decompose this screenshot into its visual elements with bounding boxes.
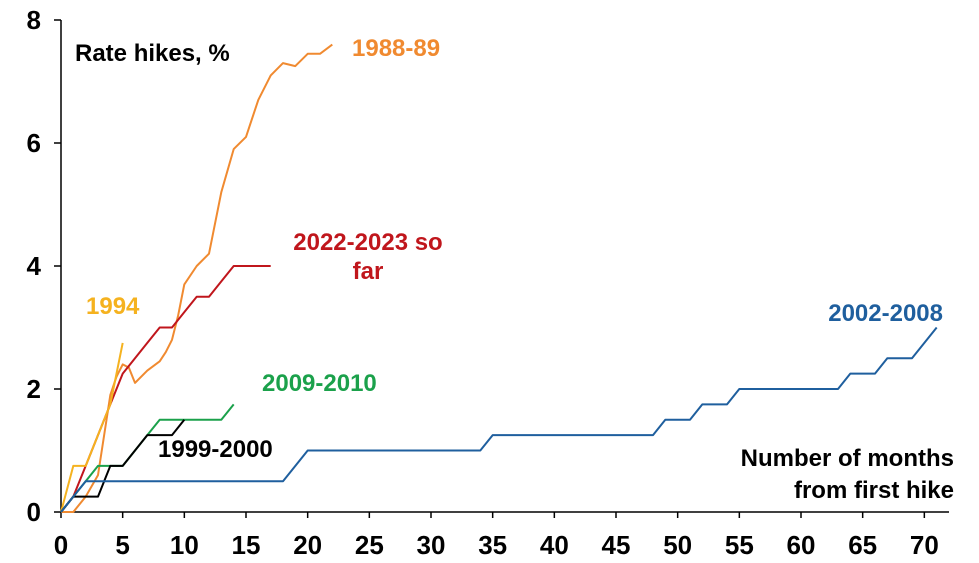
series-line-2002-2008 — [60, 326, 938, 513]
labels-layer: Rate hikes, % Number of months from first … — [75, 35, 954, 504]
x-tick-label: 25 — [355, 530, 384, 560]
series-label-2002-2008: 2002-2008 — [828, 300, 943, 327]
y-tick-label: 0 — [27, 497, 41, 527]
series-label-2022-2023-so-far: 2022-2023 so far — [293, 229, 442, 285]
x-tick-label: 30 — [417, 530, 446, 560]
x-tick-label: 55 — [725, 530, 754, 560]
x-tick-label: 70 — [910, 530, 939, 560]
axes: 0 2 4 6 8 0 5 10 15 20 25 30 35 40 45 50 55 60 65 70 — [27, 5, 949, 560]
x-axis-label: Number of months from first hike — [741, 445, 954, 504]
x-tick-label: 40 — [540, 530, 569, 560]
series-label-1988-89: 1988-89 — [352, 35, 440, 62]
series-label-2009-2010: 2009-2010 — [262, 370, 377, 397]
x-tick-label: 45 — [602, 530, 631, 560]
series-line-1994 — [60, 342, 124, 513]
x-tick-label: 20 — [293, 530, 322, 560]
x-tick-label: 15 — [232, 530, 261, 560]
chart-title: Rate hikes, % — [75, 40, 230, 67]
y-tick-label: 4 — [27, 251, 42, 281]
x-tick-label: 35 — [478, 530, 507, 560]
series-label-1999-2000: 1999-2000 — [158, 436, 273, 463]
series-layer — [60, 43, 938, 513]
x-tick-label: 10 — [170, 530, 199, 560]
series-label-1994: 1994 — [86, 293, 140, 320]
x-tick-label: 50 — [663, 530, 692, 560]
y-tick-label: 6 — [27, 128, 41, 158]
x-tick-label: 0 — [54, 530, 68, 560]
x-tick-label: 5 — [115, 530, 129, 560]
x-tick-label: 65 — [848, 530, 877, 560]
x-tick-label: 60 — [787, 530, 816, 560]
y-tick-label: 2 — [27, 374, 41, 404]
series-line-1999-2000 — [60, 419, 186, 513]
y-tick-label: 8 — [27, 5, 41, 35]
